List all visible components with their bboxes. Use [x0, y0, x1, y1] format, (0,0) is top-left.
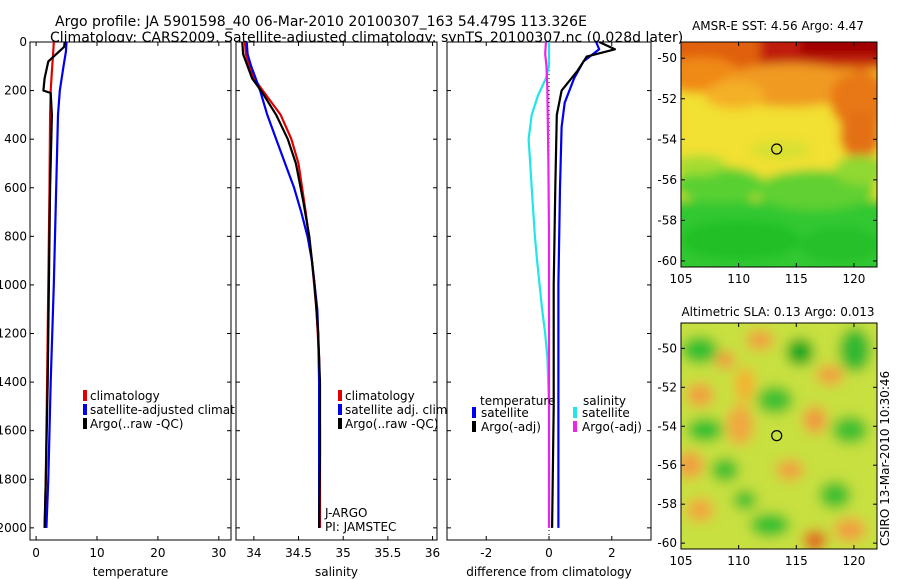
diff-legend-entry-salinity: satellite	[582, 406, 630, 420]
diff-legend-entry-salinity: Argo(-adj)	[582, 420, 642, 434]
salinity-xlabel: salinity	[315, 565, 358, 579]
temperature-ytick-label: 1800	[0, 472, 27, 486]
sla-xtick-label: 115	[785, 554, 808, 568]
sst-xtick-label: 115	[785, 272, 808, 286]
difference-series-magenta	[544, 41, 551, 528]
temperature-ytick-label: 1400	[0, 375, 27, 389]
salinity-annotation: PI: JAMSTEC	[325, 520, 396, 534]
temperature-legend-swatch	[83, 404, 87, 415]
sla-map-title: Altimetric SLA: 0.13 Argo: 0.013	[681, 305, 874, 319]
salinity-annotation: J-ARGO	[324, 506, 367, 520]
sla-xtick-label: 105	[670, 554, 693, 568]
temperature-legend-entry: satellite-adjusted climatolog	[90, 403, 260, 417]
temperature-ytick-label: 1000	[0, 278, 27, 292]
sst-ytick-label: -54	[657, 132, 677, 146]
temperature-ytick-label: 800	[4, 229, 27, 243]
difference-series-black	[551, 41, 617, 528]
temperature-xtick-label: 30	[211, 546, 226, 560]
sla-axis-ticks: 105 110 115 120 -60 -58 -56 -54 -52 -50	[657, 323, 877, 568]
sst-field	[681, 42, 877, 267]
temperature-axes-frame	[29, 41, 232, 541]
sst-ytick-label: -60	[657, 254, 677, 268]
sst-ytick-label: -50	[657, 51, 677, 65]
credit-text: CSIRO 13-Mar-2010 10:30:46	[878, 371, 892, 546]
salinity-legend-swatch	[338, 418, 342, 429]
temperature-series-black	[42, 41, 66, 528]
temperature-ytick-label: 200	[4, 84, 27, 98]
sla-ytick-label: -54	[657, 419, 677, 433]
sla-ytick-label: -56	[657, 458, 677, 472]
salinity-xtick-label: 36	[425, 546, 440, 560]
sst-map-frame	[680, 41, 878, 268]
diff-legend-swatch	[472, 421, 476, 432]
sla-map-frame	[680, 322, 878, 550]
difference-xtick-label: 2	[608, 546, 616, 560]
diff-legend-heading-temperature: temperature	[480, 394, 555, 408]
sst-xtick-label: 110	[727, 272, 750, 286]
temperature-ytick-label: 1600	[0, 424, 27, 438]
salinity-legend-swatch	[338, 390, 342, 401]
temperature-ytick-label: 400	[4, 132, 27, 146]
diff-legend-swatch	[472, 407, 476, 418]
sla-xtick-label: 120	[842, 554, 865, 568]
salinity-axes-frame	[235, 41, 438, 541]
difference-panel: -2 0 2 difference from climatology temperatu…	[446, 41, 652, 579]
sla-map-panel: Altimetric SLA: 0.13 Argo: 0.013	[657, 305, 878, 568]
sla-ytick-label: -60	[657, 536, 677, 550]
sst-xtick-label: 120	[842, 272, 865, 286]
sst-ytick-label: -52	[657, 92, 677, 106]
salinity-legend-entry: satellite adj. clim.	[345, 403, 451, 417]
sla-argo-marker	[771, 430, 783, 442]
salinity-series-black	[241, 41, 322, 528]
sla-xtick-label: 110	[727, 554, 750, 568]
salinity-xtick-label: 35	[336, 546, 351, 560]
sla-ytick-label: -50	[657, 341, 677, 355]
difference-xtick-label: -2	[480, 546, 492, 560]
sst-map-title: AMSR-E SST: 4.56 Argo: 4.47	[692, 19, 864, 33]
temperature-xlabel: temperature	[93, 565, 168, 579]
diff-legend-entry-temperature: satellite	[481, 406, 529, 420]
temperature-ytick-label: 1200	[0, 327, 27, 341]
salinity-legend-entry: climatology	[345, 389, 415, 403]
header-title-line1: Argo profile: JA 5901598_40 06-Mar-2010 …	[55, 14, 587, 30]
salinity-legend-swatch	[338, 404, 342, 415]
difference-xlabel: difference from climatology	[466, 565, 632, 579]
diff-legend-entry-temperature: Argo(-adj)	[481, 420, 541, 434]
diff-legend-swatch	[573, 407, 577, 418]
temperature-xtick-label: 10	[89, 546, 104, 560]
sst-map-panel: AMSR-E SST: 4.56 Argo: 4.47	[657, 19, 878, 286]
sst-axis-ticks: 105 110 115 120 -60 -58 -56 -54 -52 -50	[657, 42, 877, 286]
difference-series-cyan	[527, 42, 551, 528]
diff-legend-swatch	[573, 421, 577, 432]
diff-legend-heading-salinity: salinity	[583, 394, 626, 408]
salinity-xtick-label: 34	[246, 546, 261, 560]
sst-argo-marker	[771, 143, 783, 155]
temperature-legend-swatch	[83, 390, 87, 401]
salinity-xtick-label: 34.5	[285, 546, 312, 560]
temperature-ytick-label: 0	[19, 35, 27, 49]
salinity-xtick-label: 35.5	[375, 546, 402, 560]
temperature-xtick-label: 0	[32, 546, 40, 560]
temperature-legend-swatch	[83, 418, 87, 429]
temperature-ytick-label: 2000	[0, 521, 27, 535]
sla-ytick-label: -58	[657, 497, 677, 511]
sst-xtick-label: 105	[670, 272, 693, 286]
temperature-legend-entry: climatology	[90, 389, 160, 403]
temperature-xtick-label: 20	[150, 546, 165, 560]
temperature-panel: 0 200 400 600 800 1000 1200 1400 1600 1800 2000 0 10…	[0, 35, 260, 579]
salinity-panel: 34 34.5 35 35.5 36 salinity climatologysatelli…	[235, 41, 451, 579]
temperature-legend-entry: Argo(..raw -QC)	[90, 417, 183, 431]
salinity-legend-entry: Argo(..raw -QC)	[345, 417, 438, 431]
temperature-ytick-label: 600	[4, 181, 27, 195]
sla-ytick-label: -52	[657, 380, 677, 394]
temperature-series-blue	[45, 41, 68, 528]
difference-xtick-label: 0	[545, 546, 553, 560]
sst-ytick-label: -58	[657, 213, 677, 227]
sla-field	[681, 323, 877, 549]
sst-ytick-label: -56	[657, 173, 677, 187]
